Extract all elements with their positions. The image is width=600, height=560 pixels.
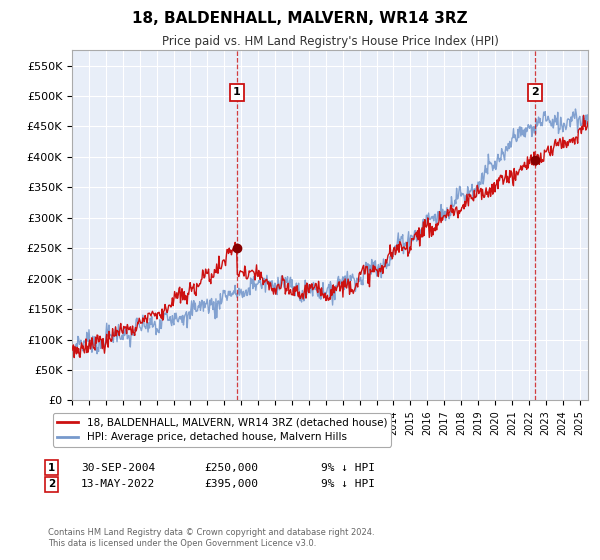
Legend: 18, BALDENHALL, MALVERN, WR14 3RZ (detached house), HPI: Average price, detached: 18, BALDENHALL, MALVERN, WR14 3RZ (detac… [53,413,391,446]
Text: 2: 2 [531,87,539,97]
Text: 30-SEP-2004: 30-SEP-2004 [81,463,155,473]
Text: 2: 2 [48,479,55,489]
Text: £250,000: £250,000 [204,463,258,473]
Text: 9% ↓ HPI: 9% ↓ HPI [321,479,375,489]
Text: 18, BALDENHALL, MALVERN, WR14 3RZ: 18, BALDENHALL, MALVERN, WR14 3RZ [132,11,468,26]
Text: 1: 1 [48,463,55,473]
Text: 9% ↓ HPI: 9% ↓ HPI [321,463,375,473]
Text: £395,000: £395,000 [204,479,258,489]
Text: 13-MAY-2022: 13-MAY-2022 [81,479,155,489]
Title: Price paid vs. HM Land Registry's House Price Index (HPI): Price paid vs. HM Land Registry's House … [161,35,499,48]
Text: Contains HM Land Registry data © Crown copyright and database right 2024.
This d: Contains HM Land Registry data © Crown c… [48,528,374,548]
Text: 1: 1 [233,87,241,97]
